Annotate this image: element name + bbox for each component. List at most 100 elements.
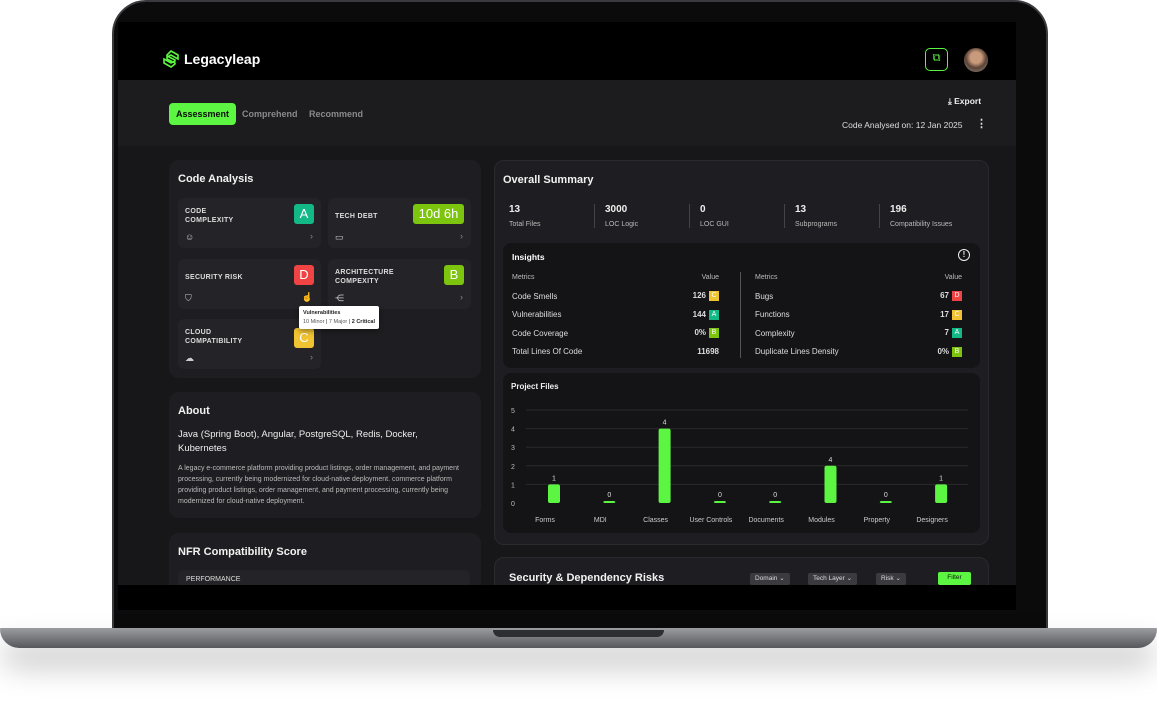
metric-value: 126 <box>692 291 706 301</box>
insights-header: Metrics Value <box>755 274 962 281</box>
export-button[interactable]: ⤓ Export <box>948 96 981 107</box>
tab-assessment[interactable]: Assessment <box>169 103 237 125</box>
bar[interactable] <box>713 501 726 503</box>
metric-name: Code Smells <box>512 291 558 301</box>
laptop-base <box>0 628 1157 648</box>
more-options-icon[interactable]: ⋮ <box>976 118 987 130</box>
laptop-notch <box>493 630 664 637</box>
grade-badge: B <box>709 328 719 338</box>
cloud-icon: ☁ <box>185 353 194 363</box>
stat-value: 13 <box>795 204 807 215</box>
main-content: Assessment Comprehend Recommend ⤓ Export… <box>118 80 1016 610</box>
security-risk-card[interactable]: SECURITY RISK D ⛉ ☝ <box>178 259 321 309</box>
insight-row: Complexity 7 A <box>755 328 962 338</box>
bar[interactable] <box>879 501 892 503</box>
insights-panel: Insights ! Metrics Value Code Smells 126 C Vu… <box>503 243 980 368</box>
insights-header: Metrics Value <box>512 274 719 281</box>
nfr-item-label: PERFORMANCE <box>186 576 241 583</box>
card-label: CLOUD COMPATIBILITY <box>185 329 243 345</box>
x-tick-label: Classes <box>643 517 668 524</box>
tab-comprehend[interactable]: Comprehend <box>242 109 298 119</box>
logo[interactable]: Legacyleap <box>163 50 260 68</box>
bar[interactable] <box>603 501 616 503</box>
minor-count: 10 Minor <box>303 319 325 325</box>
smiley-icon: ☺ <box>185 232 195 242</box>
metric-name: Code Coverage <box>512 328 569 338</box>
cloud-compatibility-card[interactable]: CLOUD COMPATIBILITY C ☁ › <box>178 319 321 369</box>
data-label: 4 <box>829 457 833 464</box>
x-tick-label: Designers <box>916 517 948 524</box>
value-header: Value <box>701 274 719 281</box>
stat-item: 13 Total Files <box>509 204 541 228</box>
grade-badge: B <box>444 265 464 285</box>
grade-badge: B <box>952 346 962 357</box>
tech-debt-badge: 10d 6h <box>413 204 464 224</box>
chevron-right-icon[interactable]: › <box>460 231 463 241</box>
dropdown-label: Domain <box>755 575 778 582</box>
data-label: 1 <box>939 475 943 482</box>
data-label: 0 <box>607 492 611 499</box>
tech-layer-dropdown[interactable]: Tech Layer ⌄ <box>808 573 858 585</box>
export-label: Export <box>954 96 982 106</box>
filter-button[interactable]: Filter <box>938 572 971 585</box>
security-title: Security & Dependency Risks <box>509 572 665 584</box>
stat-item: 13 Subprograms <box>784 204 837 228</box>
insights-title: Insights <box>512 252 545 262</box>
share-icon: ⧉ <box>932 52 941 64</box>
about-title: About <box>178 405 210 417</box>
x-tick-label: User Controls <box>690 517 733 524</box>
stat-label: LOC GUI <box>700 221 729 228</box>
code-complexity-card[interactable]: CODE COMPLEXITY A ☺ › <box>178 198 321 248</box>
y-tick-label: 3 <box>511 445 515 452</box>
chevron-right-icon[interactable]: › <box>310 352 313 362</box>
risk-dropdown[interactable]: Risk ⌄ <box>876 573 906 585</box>
x-tick-label: MDI <box>594 517 607 524</box>
bar[interactable] <box>824 465 837 503</box>
x-tick-label: Property <box>864 517 891 524</box>
chevron-right-icon[interactable]: › <box>460 292 463 302</box>
metric-value: 0% <box>937 346 949 356</box>
stat-item: 0 LOC GUI <box>689 204 729 228</box>
data-label: 0 <box>718 492 722 499</box>
x-tick-label: Documents <box>748 517 784 524</box>
tab-recommend[interactable]: Recommend <box>309 109 364 119</box>
about-card: About Java (Spring Boot), Angular, Postg… <box>169 392 481 518</box>
insight-row: Total Lines Of Code 11698 <box>512 347 719 356</box>
tech-stack: Java (Spring Boot), Angular, PostgreSQL,… <box>178 429 418 454</box>
chevron-right-icon[interactable]: › <box>310 231 313 241</box>
bar[interactable] <box>935 484 948 503</box>
y-tick-label: 2 <box>511 464 515 471</box>
metric-name: Vulnerabilities <box>512 310 562 319</box>
card-label: SECURITY RISK <box>185 274 243 281</box>
insight-row: Code Coverage 0% B <box>512 328 719 338</box>
grade-badge: D <box>952 291 962 301</box>
insight-row: Duplicate Lines Density 0% B <box>755 346 962 357</box>
value-header: Value <box>944 274 962 281</box>
card-label: CODE COMPLEXITY <box>185 208 234 224</box>
domain-dropdown[interactable]: Domain ⌄ <box>750 573 790 585</box>
app-name: Legacyleap <box>184 51 261 67</box>
stat-label: Total Files <box>509 221 541 228</box>
grade-badge: A <box>294 204 314 224</box>
stat-value: 196 <box>890 204 907 215</box>
share-button[interactable]: ⧉ <box>925 48 948 71</box>
major-count: 7 Major <box>328 319 348 325</box>
metric-value: 144 <box>692 309 706 319</box>
tech-debt-card[interactable]: TECH DEBT 10d 6h ▭ › <box>328 198 471 248</box>
bar[interactable] <box>769 501 782 503</box>
bar[interactable] <box>548 484 560 503</box>
summary-title: Overall Summary <box>503 174 594 186</box>
screen: Legacyleap ⧉ Assessment Comprehend Recom… <box>118 22 1016 610</box>
grade-badge: C <box>294 328 314 348</box>
bar[interactable] <box>658 428 671 503</box>
x-tick-label: Forms <box>535 517 555 524</box>
metric-name: Bugs <box>755 291 774 301</box>
metric-value: 67 <box>940 291 949 301</box>
laptop-icon: ▭ <box>335 232 344 242</box>
user-avatar[interactable] <box>964 48 988 72</box>
architecture-complexity-card[interactable]: ARCHITECTURE COMPEXITY B ⋲ › <box>328 259 471 309</box>
logo-icon <box>163 50 179 68</box>
data-label: 1 <box>552 475 556 482</box>
metric-value: 0% <box>694 328 706 338</box>
info-icon[interactable]: ! <box>958 249 970 261</box>
